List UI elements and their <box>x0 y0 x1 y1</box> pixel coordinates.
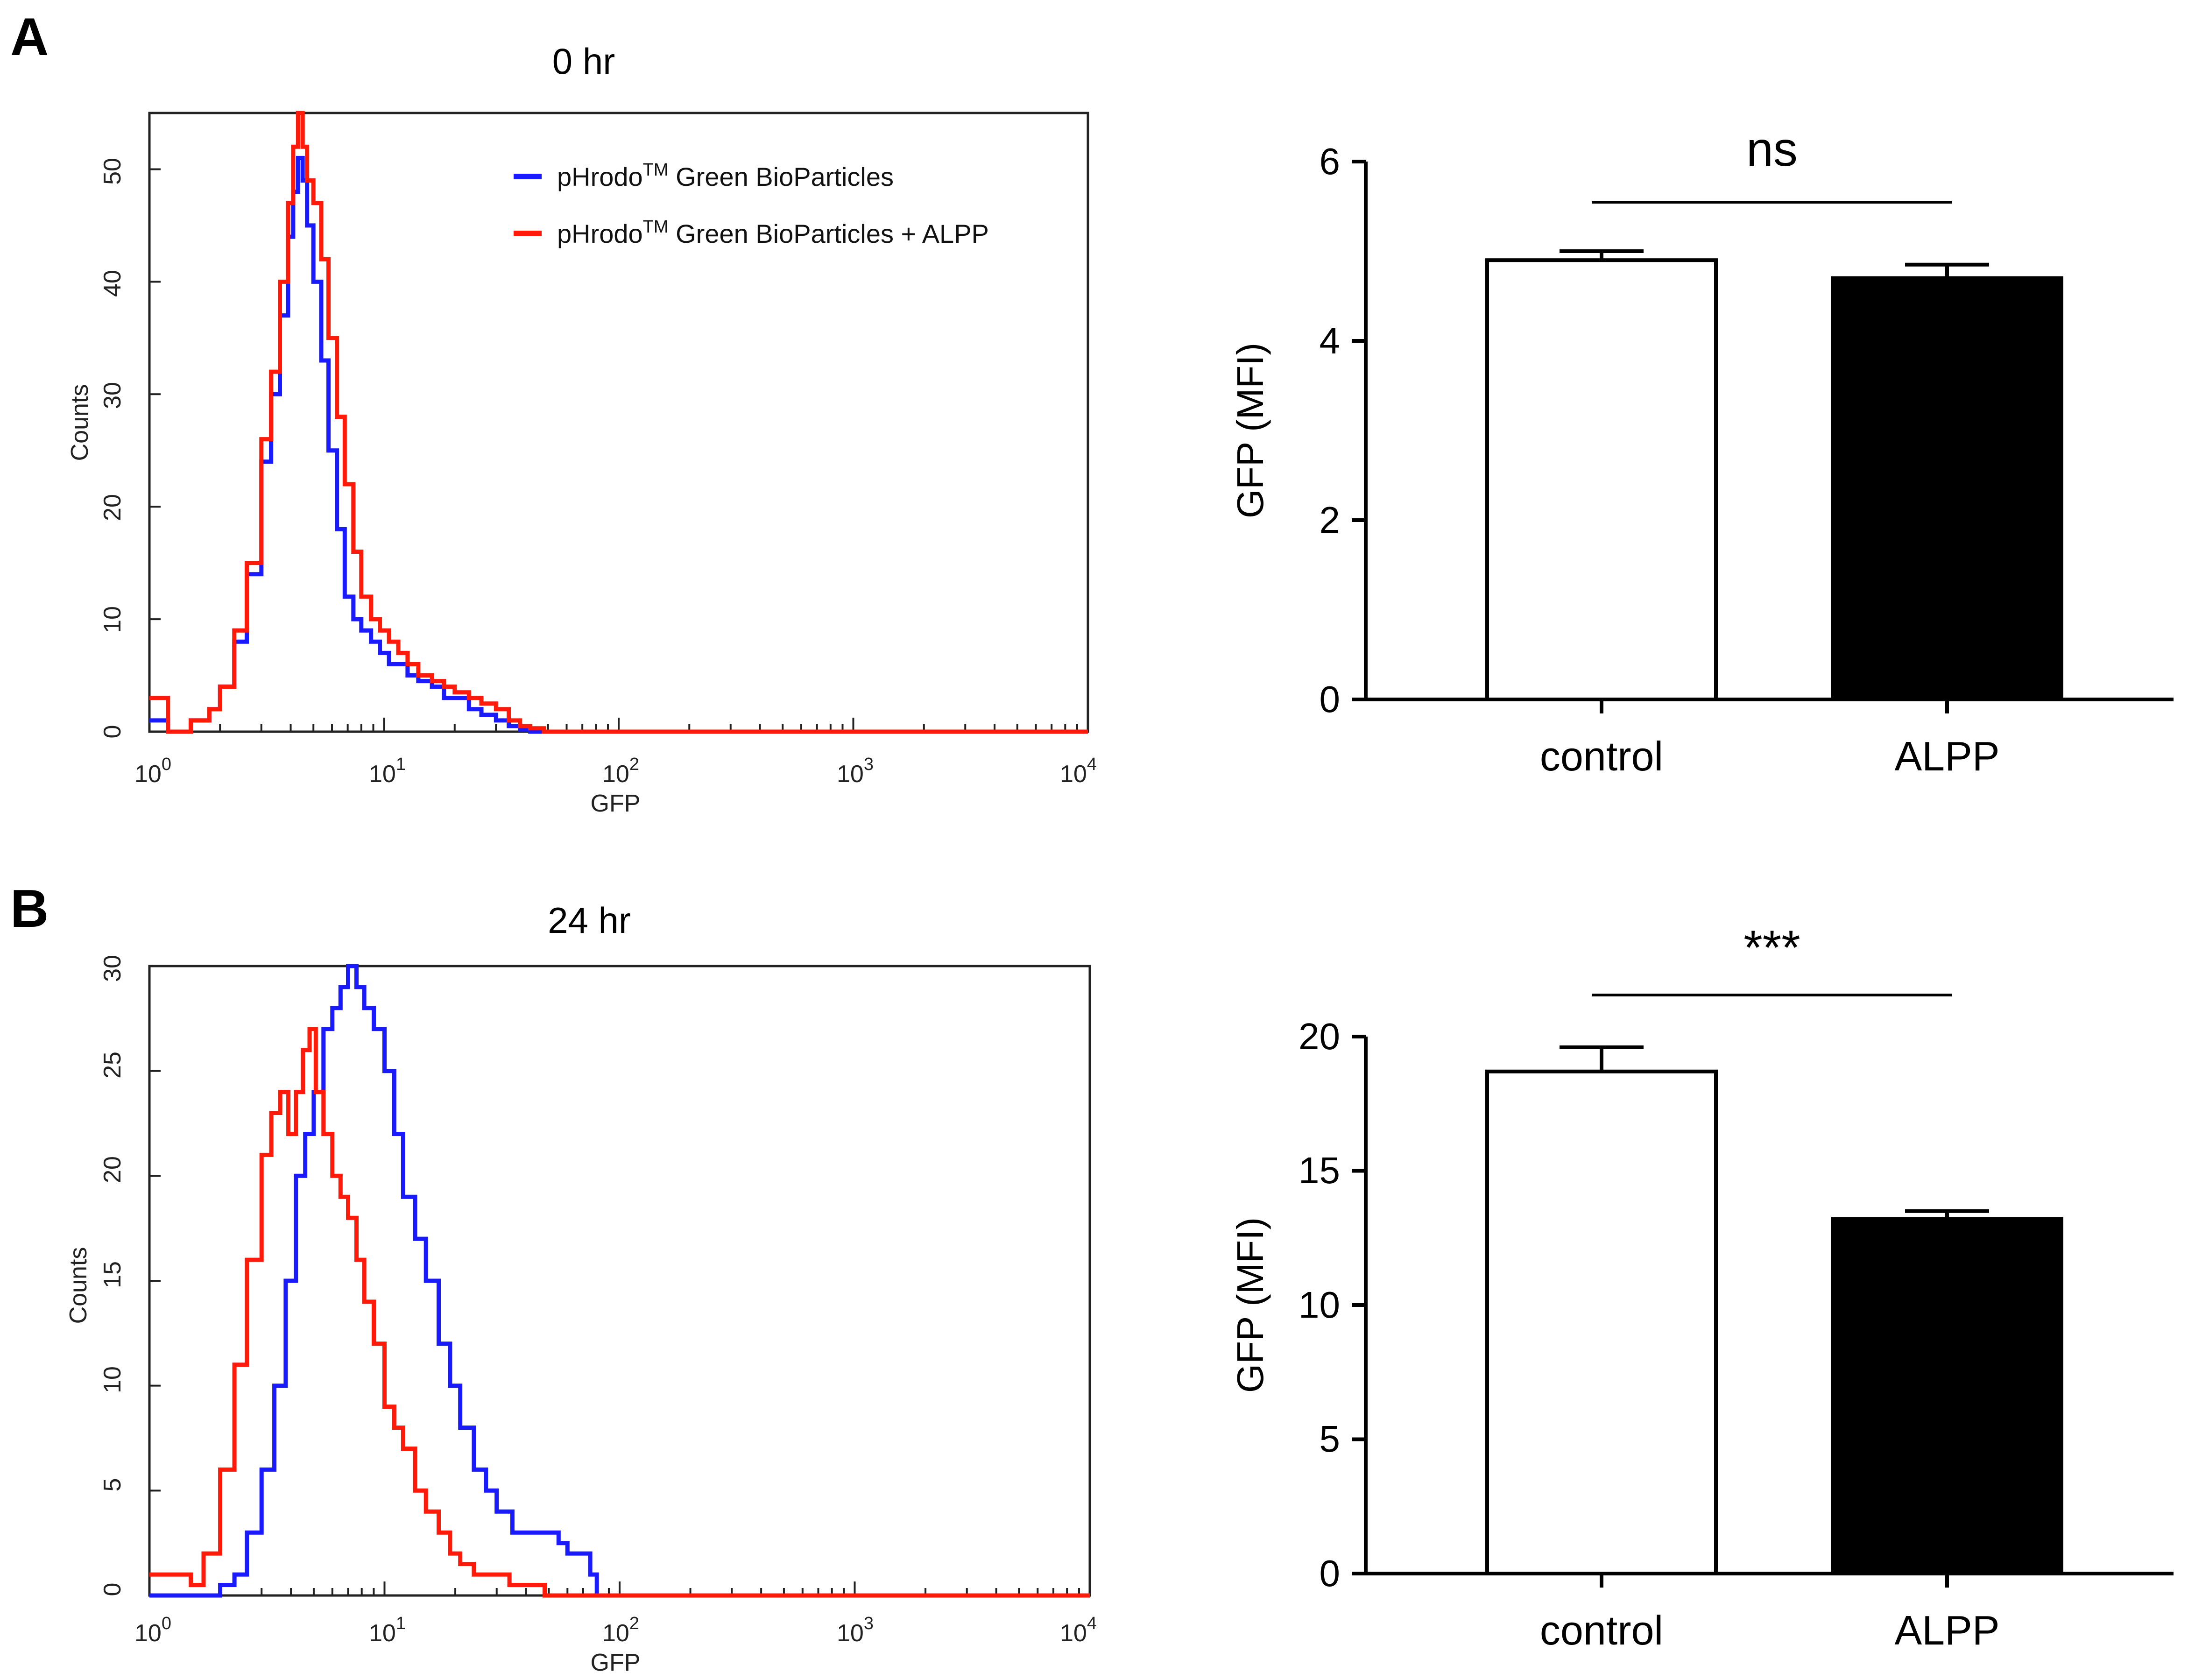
panel-letter-a: A <box>10 7 49 67</box>
bar-a-ytick-label: 0 <box>1320 678 1341 720</box>
bar-chart-a: 0 2 4 6 GFP (MFI) control ALPP ns <box>1229 122 2174 779</box>
bar-b-ytick-label: 15 <box>1299 1150 1340 1191</box>
bar-b-significance-label: *** <box>1743 921 1800 975</box>
histogram-a-title: 0 hr <box>552 41 615 82</box>
histogram-b-xlabel: GFP <box>591 1649 641 1676</box>
bar-a-ytick-label: 6 <box>1320 141 1341 182</box>
legend-label-control: pHrodoTM Green BioParticles <box>557 160 894 191</box>
histogram-b-xtick-label: 103 <box>837 1614 874 1647</box>
bar-b-alpp <box>1831 1217 2063 1575</box>
histogram-a-xtick-label: 103 <box>837 755 874 788</box>
bar-a-control <box>1485 258 1718 701</box>
histogram-b-ytick-label: 5 <box>99 1478 126 1492</box>
histogram-b-ytick-label: 10 <box>99 1366 126 1393</box>
histogram-b-xtick-label: 104 <box>1060 1614 1097 1647</box>
panel-letter-b: B <box>10 879 49 939</box>
bar-a-category-label: control <box>1540 733 1663 779</box>
histogram-a-ylabel: Counts <box>66 384 93 461</box>
histogram-b-title: 24 hr <box>548 900 631 941</box>
histogram-legend: pHrodoTM Green BioParticles pHrodoTM Gre… <box>514 160 989 248</box>
bar-a-ytick-label: 4 <box>1320 320 1341 361</box>
legend-label-alpp: pHrodoTM Green BioParticles + ALPP <box>557 217 989 248</box>
bar-b-ytick-label: 0 <box>1320 1553 1341 1594</box>
bar-b-ytick-label: 20 <box>1299 1016 1340 1057</box>
histogram-a-curve-control <box>149 155 1088 734</box>
histogram-a-x-ticklabels: 100 101 102 103 104 <box>134 755 1097 788</box>
histogram-b-y-ticklabels: 0 5 10 15 20 25 30 <box>99 955 126 1596</box>
histogram-a-curves <box>149 111 1088 734</box>
bar-a-bars <box>1485 249 2063 701</box>
bar-b-category-label: ALPP <box>1894 1607 1999 1653</box>
histogram-b-curve-alpp <box>149 1027 1090 1598</box>
histogram-a-ytick-label: 40 <box>99 270 126 297</box>
histogram-b-ytick-label: 30 <box>99 955 126 982</box>
histogram-a-xtick-label: 102 <box>602 755 639 788</box>
histogram-a-xtick-label: 101 <box>369 755 406 788</box>
bar-a-ytick-label: 2 <box>1320 499 1341 541</box>
histogram-b-curves <box>149 964 1090 1598</box>
histogram-a-curve-alpp <box>149 111 1088 734</box>
bar-b-bars <box>1485 1045 2063 1575</box>
histogram-a-xtick-label: 104 <box>1060 755 1097 788</box>
bar-chart-b: 0 5 10 15 20 GFP (MFI) control ALPP *** <box>1229 921 2174 1653</box>
histogram-b-ylabel: Counts <box>65 1247 92 1324</box>
histogram-a-y-ticklabels: 0 10 20 30 40 50 <box>99 158 126 738</box>
histogram-b-curve-control <box>149 964 1090 1598</box>
histogram-a-xlabel: GFP <box>591 790 641 817</box>
histogram-b-xtick-label: 100 <box>134 1614 171 1647</box>
histogram-b-xtick-label: 102 <box>602 1614 639 1647</box>
bar-a-ylabel: GFP (MFI) <box>1229 343 1271 518</box>
histogram-a-ytick-label: 30 <box>99 382 126 409</box>
histogram-a-xtick-label: 100 <box>134 755 171 788</box>
bar-b-control <box>1485 1069 1718 1575</box>
bar-a-alpp <box>1831 276 2063 701</box>
histogram-b-ytick-label: 20 <box>99 1156 126 1183</box>
bar-b-ytick-label: 10 <box>1299 1284 1340 1326</box>
bar-b-ytick-label: 5 <box>1320 1418 1341 1460</box>
bar-b-ylabel: GFP (MFI) <box>1229 1217 1271 1393</box>
histogram-a-ytick-label: 0 <box>99 725 126 739</box>
bar-a-category-label: ALPP <box>1894 733 1999 779</box>
histogram-b-x-ticklabels: 100 101 102 103 104 <box>134 1614 1097 1647</box>
histogram-a-ytick-label: 10 <box>99 606 126 633</box>
histogram-b-ytick-label: 15 <box>99 1261 126 1288</box>
histogram-a-ytick-label: 50 <box>99 158 126 185</box>
histogram-b-ytick-label: 25 <box>99 1052 126 1079</box>
bar-b-category-label: control <box>1540 1607 1663 1653</box>
bar-a-significance-label: ns <box>1746 122 1798 176</box>
histogram-a-ytick-label: 20 <box>99 494 126 521</box>
histogram-b-ytick-label: 0 <box>99 1583 126 1596</box>
histogram-b-xtick-label: 101 <box>369 1614 406 1647</box>
